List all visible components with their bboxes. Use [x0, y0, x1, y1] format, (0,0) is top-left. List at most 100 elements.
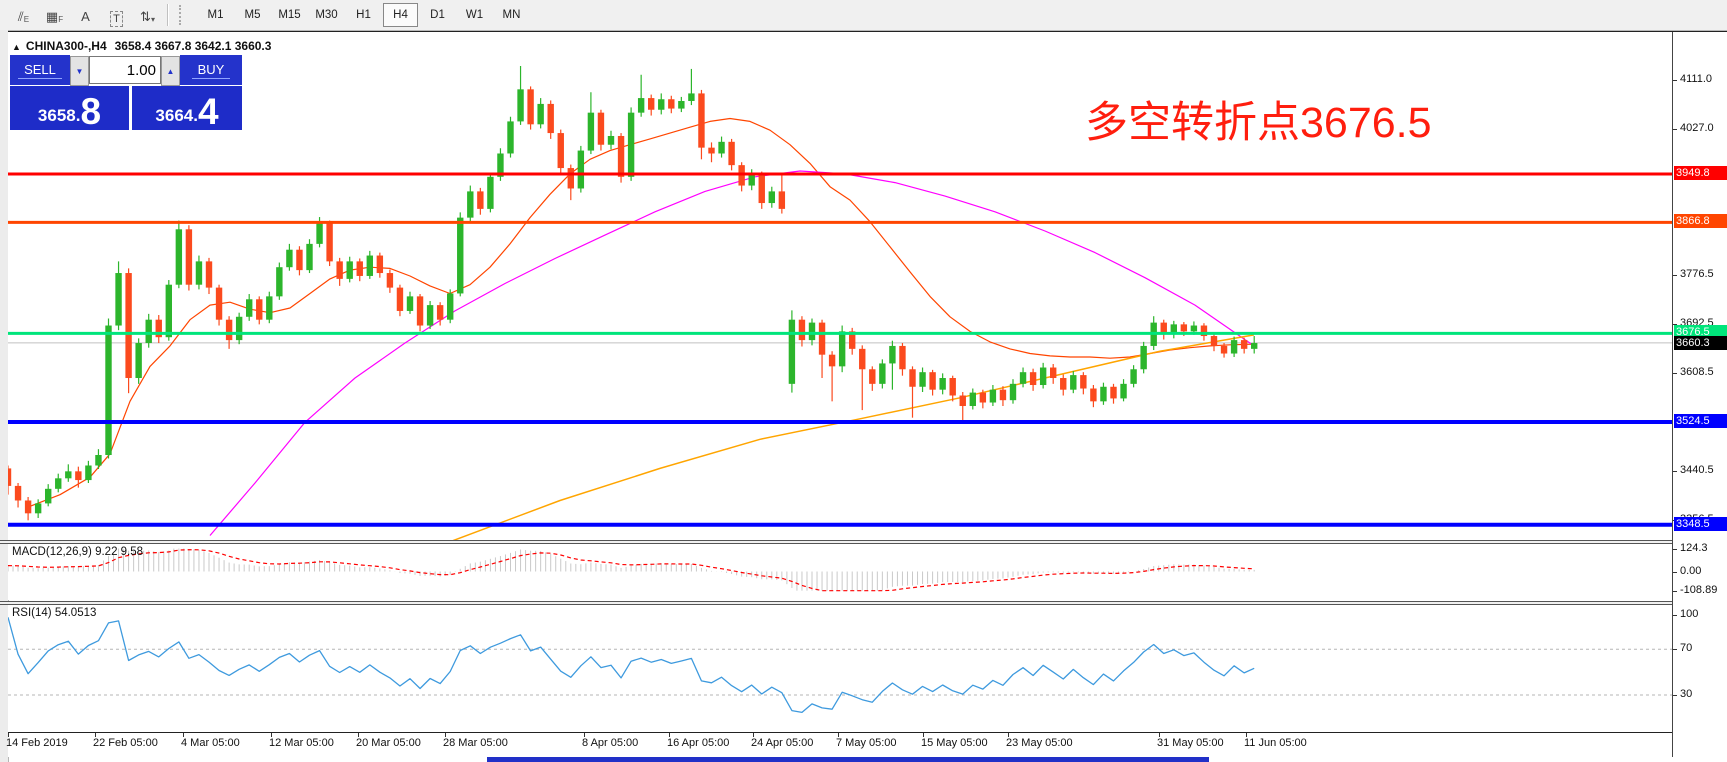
time-tick: [445, 733, 446, 737]
axis-tick-label: 70: [1680, 642, 1693, 655]
axis-tick: [1673, 649, 1677, 651]
macd-rsi-splitter[interactable]: [0, 601, 1727, 605]
time-axis-label: 7 May 05:00: [836, 737, 897, 749]
tf-button-D1[interactable]: D1: [430, 9, 445, 21]
time-axis-label: 11 Jun 05:00: [1244, 737, 1307, 749]
level-price-label: 3524.5: [1674, 414, 1727, 429]
tf-button-M1[interactable]: M1: [207, 9, 224, 21]
one-click-trading-widget: SELL ▼ ▲ BUY 3658.8 3664.4: [10, 55, 246, 130]
rsi-bottom-border: [8, 732, 1727, 733]
level-price-label: 3348.5: [1674, 516, 1727, 531]
chart-header: ▲ CHINA300-,H4 3658.4 3667.8 3642.1 3660.3: [12, 39, 271, 53]
time-axis-label: 22 Feb 05:00: [93, 737, 158, 749]
time-axis-label: 20 Mar 05:00: [356, 737, 421, 749]
time-tick: [1246, 733, 1247, 737]
level-price-label: 3949.8: [1674, 166, 1727, 180]
axis-tick: [1673, 275, 1677, 277]
text-label-icon[interactable]: A: [81, 9, 90, 24]
chart-top-border: [8, 31, 1727, 32]
time-tick: [584, 733, 585, 737]
toolbar-drag-handle[interactable]: [179, 5, 185, 25]
axis-tick: [1673, 615, 1677, 616]
axis-tick: [1673, 695, 1677, 696]
tf-button-M5[interactable]: M5: [244, 9, 261, 21]
axis-tick: [1673, 571, 1677, 573]
chart-macd-splitter[interactable]: [0, 540, 1727, 544]
axis-tick-label: 3440.5: [1680, 464, 1714, 477]
axis-tick-label: 100: [1680, 608, 1699, 620]
axis-tick: [1673, 373, 1677, 375]
ohlc-values: 3658.4 3667.8 3642.1 3660.3: [114, 39, 272, 53]
tf-button-H4[interactable]: H4: [383, 3, 418, 27]
time-tick: [358, 733, 359, 737]
price-axis[interactable]: 4111.04027.03776.53692.53608.53440.53356…: [1672, 32, 1727, 757]
time-tick: [669, 733, 670, 737]
tf-button-MN[interactable]: MN: [502, 9, 521, 21]
time-axis-label: 31 May 05:00: [1157, 737, 1224, 749]
time-axis-label: 4 Mar 05:00: [181, 737, 240, 749]
time-axis-label: 24 Apr 05:00: [751, 737, 814, 749]
volume-up-button[interactable]: ▲: [161, 56, 180, 86]
tf-button-W1[interactable]: W1: [465, 9, 484, 21]
time-tick: [753, 733, 754, 737]
grid-icon[interactable]: ▦ F: [45, 9, 64, 24]
buy-price-display[interactable]: 3664. 4: [132, 86, 242, 130]
axis-tick-label: 30: [1680, 688, 1693, 700]
macd-indicator-label: MACD(12,26,9) 9.22 9.58: [12, 546, 144, 558]
time-tick: [183, 733, 184, 737]
time-tick: [8, 733, 9, 737]
axis-tick-label: 4027.0: [1680, 121, 1714, 134]
rsi-plot[interactable]: [8, 605, 1672, 732]
collapse-icon[interactable]: ▲: [12, 42, 21, 52]
timeframe-buttons-group: M1 M5 M15 M30 H1 H4 D1 W1 MN: [197, 3, 530, 27]
time-axis-label: 16 Apr 05:00: [667, 737, 730, 749]
time-tick: [1159, 733, 1160, 737]
macd-plot[interactable]: [8, 544, 1672, 600]
expert-advisors-icon[interactable]: ⫽ E: [17, 9, 30, 24]
axis-tick-label: -108.89: [1680, 584, 1718, 597]
tf-button-M30[interactable]: M30: [315, 9, 338, 21]
text-box-icon[interactable]: T: [102, 2, 131, 28]
time-tick: [271, 733, 272, 737]
buy-button[interactable]: BUY: [180, 55, 242, 85]
chart-text-annotation: 多空转折点3676.5: [1085, 99, 1432, 147]
time-axis-label: 23 May 05:00: [1006, 737, 1073, 749]
axis-tick-label: 3608.5: [1680, 366, 1714, 379]
tf-button-M15[interactable]: M15: [278, 9, 301, 21]
time-axis-label: 15 May 05:00: [921, 737, 988, 749]
axis-tick-label: 124.3: [1680, 542, 1708, 554]
time-tick: [838, 733, 839, 737]
time-tick: [1008, 733, 1009, 737]
time-tick: [923, 733, 924, 737]
axis-tick: [1673, 80, 1677, 81]
axis-tick: [1673, 591, 1677, 593]
axis-tick-label: 0.00: [1680, 564, 1702, 577]
volume-input[interactable]: [89, 56, 161, 84]
axis-tick: [1673, 471, 1677, 473]
time-axis-label: 12 Mar 05:00: [269, 737, 334, 749]
sell-price-display[interactable]: 3658. 8: [10, 86, 129, 130]
axis-tick: [1673, 549, 1677, 550]
volume-down-button[interactable]: ▼: [70, 56, 89, 86]
level-price-label: 3866.8: [1674, 214, 1727, 229]
tf-button-H1[interactable]: H1: [356, 9, 371, 21]
bottom-window-strip: [487, 757, 1209, 762]
cycle-symbols-icon[interactable]: ⇅ ▾: [140, 9, 155, 24]
sell-button[interactable]: SELL: [10, 55, 70, 85]
axis-tick: [1673, 128, 1677, 130]
time-axis-label: 14 Feb 2019: [6, 737, 68, 749]
axis-tick-label: 4111.0: [1680, 73, 1713, 85]
time-axis-label: 8 Apr 05:00: [582, 737, 639, 749]
time-axis-label: 28 Mar 05:00: [443, 737, 508, 749]
price-chart-plot[interactable]: [8, 32, 1672, 540]
symbol-period-label: CHINA300-,H4: [25, 39, 107, 53]
current-price-label: 3660.3: [1674, 335, 1727, 350]
time-axis[interactable]: 14 Feb 2019 22 Feb 05:00 4 Mar 05:00 12 Mar…: [6, 733, 1672, 757]
toolbar: ⫽ E ▦ F A T ⇅ ▾ M1 M5 M15 M30 H1 H4 D1 W1 MN: [0, 0, 1727, 31]
axis-tick: [1673, 324, 1677, 326]
rsi-indicator-label: RSI(14) 54.0513: [12, 607, 97, 619]
time-tick: [95, 733, 96, 737]
toolbar-separator: [167, 4, 169, 26]
tool-icons-group: ⫽ E ▦ F A T ⇅ ▾: [8, 2, 163, 28]
